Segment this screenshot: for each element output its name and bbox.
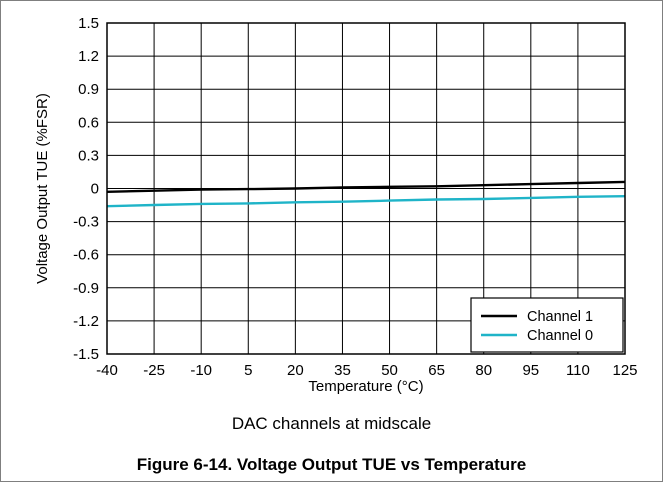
legend-box <box>470 297 624 353</box>
x-tick-label: 50 <box>381 362 398 379</box>
legend-label: Channel 0 <box>527 328 593 344</box>
x-tick-label: -25 <box>143 362 165 379</box>
x-tick-label: -40 <box>96 362 118 379</box>
y-tick-label: 1.2 <box>78 48 99 65</box>
top-rule <box>1 0 663 1</box>
tick-labels: -40 -25 -10 5 20 35 50 65 80 95 110 125 1.5 1.2 0.9 0.6… <box>73 15 637 379</box>
y-tick-label: -0.3 <box>73 214 99 231</box>
chart: -40 -25 -10 5 20 35 50 65 80 95 110 125 1.5 1.2 0.9 0.6… <box>34 15 638 395</box>
y-tick-label: -1.5 <box>73 346 99 363</box>
plot-border <box>106 22 626 355</box>
x-tick-label: 35 <box>334 362 351 379</box>
x-tick-label: 95 <box>522 362 539 379</box>
y-tick-label: -0.9 <box>73 280 99 297</box>
y-tick-label: 1.5 <box>78 15 99 32</box>
y-tick-label: 0 <box>91 181 99 198</box>
x-tick-label: 5 <box>244 362 252 379</box>
y-tick-label: -0.6 <box>73 247 99 264</box>
series-line-channel-1 <box>106 180 626 193</box>
x-tick-label: 65 <box>428 362 445 379</box>
legend-items: Channel 1 Channel 0 <box>481 309 593 344</box>
figure-note: DAC channels at midscale <box>231 414 432 433</box>
x-tick-label: -10 <box>190 362 212 379</box>
figure-caption: Figure 6-14. Voltage Output TUE vs Tempe… <box>136 455 527 474</box>
y-axis-label: Voltage Output TUE (%FSR) <box>34 93 51 284</box>
y-tick-label: -1.2 <box>73 313 99 330</box>
y-tick-label: 0.6 <box>78 114 99 131</box>
x-tick-label: 125 <box>612 362 637 379</box>
y-tick-label: 0.3 <box>78 147 99 164</box>
series-line-channel-0 <box>106 195 626 208</box>
x-tick-label: 80 <box>475 362 492 379</box>
series-lines <box>106 180 626 208</box>
x-axis-label: Temperature (°C) <box>308 378 423 395</box>
legend: Channel 1 Channel 0 <box>470 297 624 353</box>
x-tick-label: 110 <box>566 362 590 379</box>
legend-label: Channel 1 <box>527 309 593 325</box>
x-tick-label: 20 <box>287 362 304 379</box>
y-tick-label: 0.9 <box>78 81 99 98</box>
